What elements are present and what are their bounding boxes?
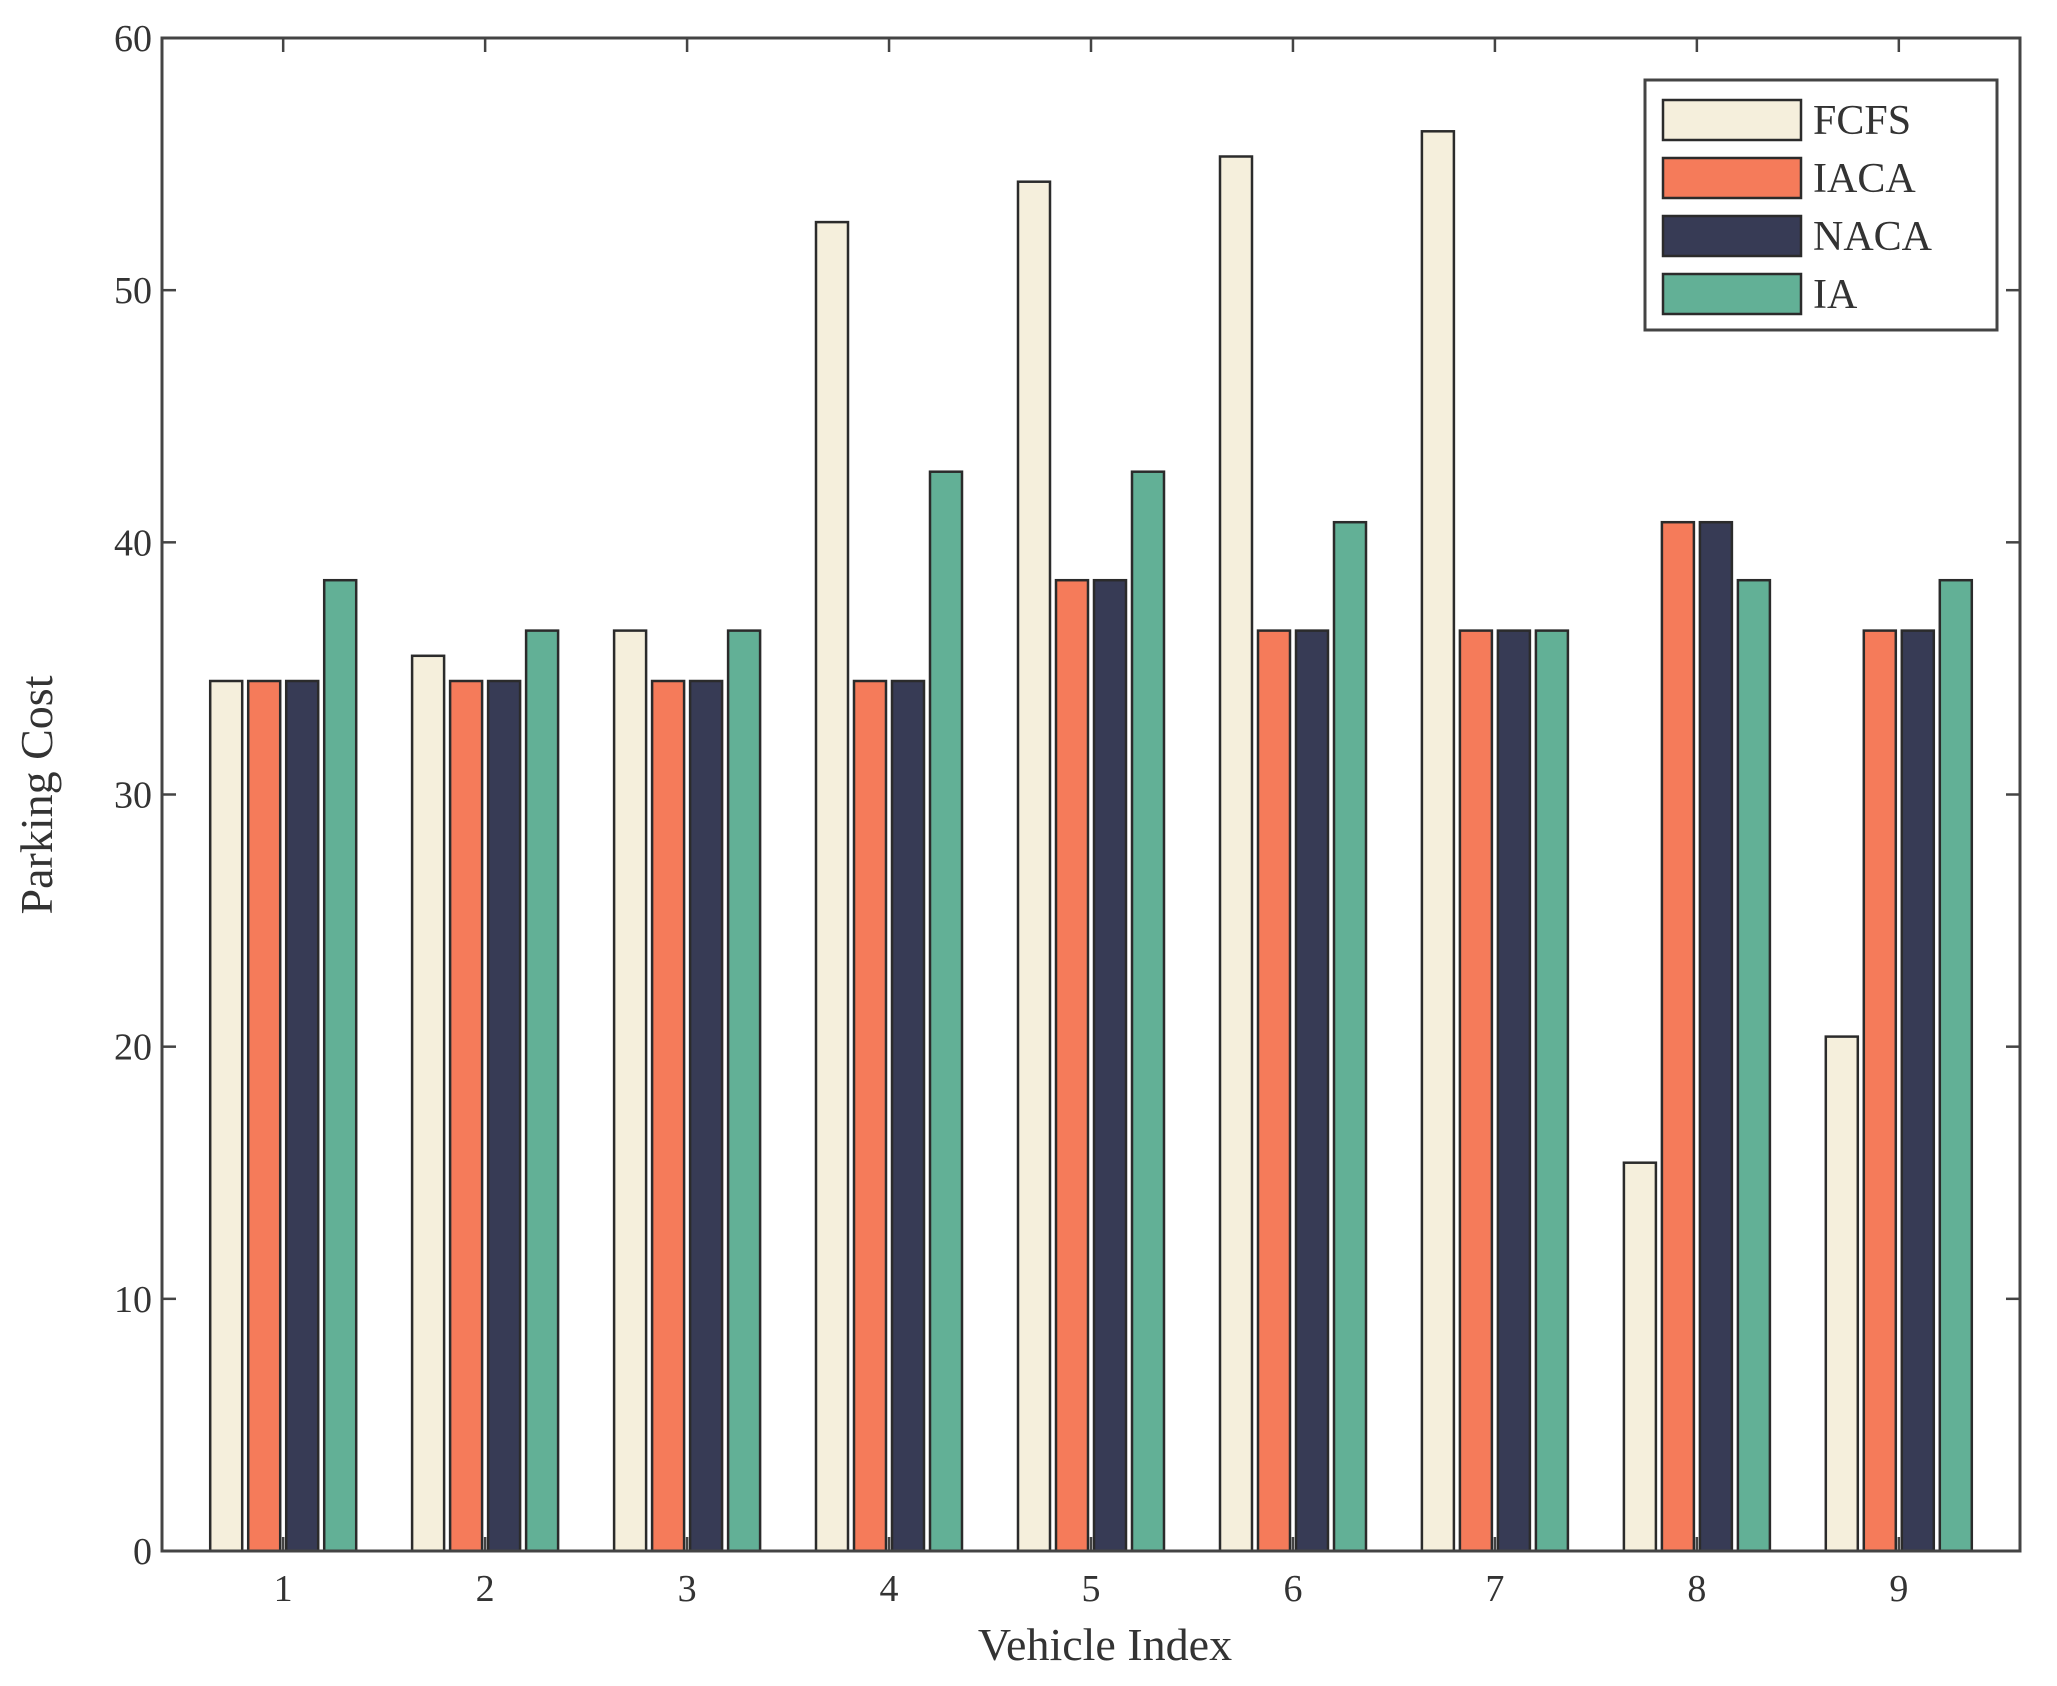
legend-swatch-iaca xyxy=(1661,156,1803,200)
x-tick-label: 8 xyxy=(1687,1568,1706,1610)
bar-naca-8 xyxy=(1698,520,1734,1553)
bar-fcfs-6 xyxy=(1218,155,1254,1553)
y-tick-label: 30 xyxy=(114,775,152,817)
legend-label-ia: IA xyxy=(1813,272,1858,318)
bar-fcfs-3 xyxy=(612,629,648,1553)
x-tick-label: 4 xyxy=(880,1568,899,1610)
bar-ia-9 xyxy=(1938,578,1974,1553)
bar-iaca-8 xyxy=(1660,520,1696,1553)
bar-iaca-3 xyxy=(650,679,686,1553)
y-tick-label: 10 xyxy=(114,1279,152,1321)
x-tick-label: 7 xyxy=(1485,1568,1504,1610)
bars-group xyxy=(208,130,1974,1553)
x-tick-label: 3 xyxy=(678,1568,697,1610)
legend-label-iaca: IACA xyxy=(1813,156,1916,202)
bar-naca-2 xyxy=(486,679,522,1553)
bar-ia-2 xyxy=(524,629,560,1553)
bar-fcfs-7 xyxy=(1420,130,1456,1553)
bar-iaca-7 xyxy=(1458,629,1494,1553)
x-tick-label: 2 xyxy=(476,1568,495,1610)
bar-naca-9 xyxy=(1900,629,1936,1553)
y-tick-label: 60 xyxy=(114,18,152,60)
bar-naca-3 xyxy=(688,679,724,1553)
legend-swatch-ia xyxy=(1661,272,1803,316)
bar-ia-8 xyxy=(1736,578,1772,1553)
bar-iaca-1 xyxy=(246,679,282,1553)
bar-fcfs-9 xyxy=(1824,1035,1860,1553)
bar-ia-6 xyxy=(1332,520,1368,1553)
bar-iaca-4 xyxy=(852,679,888,1553)
y-tick-label: 50 xyxy=(114,270,152,312)
bar-naca-4 xyxy=(890,679,926,1553)
bar-iaca-2 xyxy=(448,679,484,1553)
x-tick-label: 1 xyxy=(274,1568,293,1610)
bar-iaca-5 xyxy=(1054,578,1090,1553)
x-tick-label: 9 xyxy=(1889,1568,1908,1610)
bar-fcfs-5 xyxy=(1016,180,1052,1553)
bar-fcfs-1 xyxy=(208,679,244,1553)
y-tick-label: 40 xyxy=(114,522,152,564)
x-tick-label: 6 xyxy=(1283,1568,1302,1610)
legend-label-naca: NACA xyxy=(1813,214,1933,260)
bar-naca-6 xyxy=(1294,629,1330,1553)
bar-naca-7 xyxy=(1496,629,1532,1553)
bar-fcfs-2 xyxy=(410,654,446,1553)
x-tick-label: 5 xyxy=(1082,1568,1101,1610)
y-axis-title: Parking Cost xyxy=(11,675,62,914)
legend-swatch-fcfs xyxy=(1661,98,1803,142)
bar-ia-5 xyxy=(1130,470,1166,1553)
bar-ia-1 xyxy=(322,578,358,1553)
bar-naca-5 xyxy=(1092,578,1128,1553)
bar-iaca-6 xyxy=(1256,629,1292,1553)
legend-swatch-naca xyxy=(1661,214,1803,258)
bar-naca-1 xyxy=(284,679,320,1553)
bar-fcfs-4 xyxy=(814,220,850,1553)
plot-frame xyxy=(160,36,2022,1553)
y-tick-label: 20 xyxy=(114,1027,152,1069)
bar-fcfs-8 xyxy=(1622,1161,1658,1553)
bar-iaca-9 xyxy=(1862,629,1898,1553)
legend-label-fcfs: FCFS xyxy=(1813,98,1911,144)
legend: FCFS IACA NACA IA xyxy=(1643,78,1999,332)
bar-ia-3 xyxy=(726,629,762,1553)
bar-ia-4 xyxy=(928,470,964,1553)
y-tick-label: 0 xyxy=(133,1531,152,1573)
ticks-group: 1 2 3 4 5 6 7 8 9 0 10 20 30 40 50 60 xyxy=(114,18,2020,1610)
bar-ia-7 xyxy=(1534,629,1570,1553)
x-axis-title: Vehicle Index xyxy=(978,1619,1232,1670)
